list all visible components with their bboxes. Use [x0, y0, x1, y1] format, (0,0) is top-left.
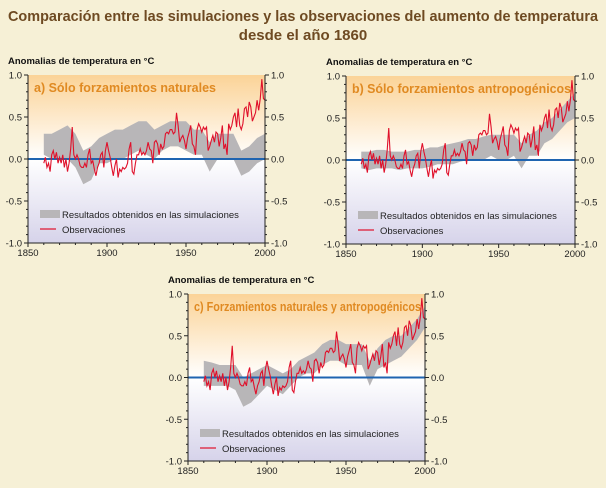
- y-tick-label-left: 0.0: [169, 373, 182, 384]
- observations-line: [43, 79, 266, 178]
- panel-c: Anomalias de temperatura en °C 1.0 1.0 0.5 0…: [166, 275, 448, 477]
- y-tick-label-right: 0.5: [431, 331, 444, 342]
- y-tick-label-left: 0.5: [9, 113, 22, 124]
- legend-observations-label: Observaciones: [62, 225, 126, 236]
- y-axis-label: Anomalias de temperatura en °C: [8, 56, 154, 67]
- y-tick-label-right: -1.0: [431, 457, 447, 468]
- y-tick-label-right: 1.0: [431, 290, 444, 301]
- y-tick-label-right: -0.5: [431, 415, 447, 426]
- y-tick-label-left: -1.0: [324, 240, 340, 251]
- x-tick-label: 1850: [17, 248, 38, 259]
- y-tick-label-right: 0.0: [431, 373, 444, 384]
- legend-simulations-label: Resultados obtenidos en las simulaciones: [62, 210, 239, 221]
- y-tick-label-right: 0.5: [581, 114, 594, 125]
- y-tick-label-left: -1.0: [6, 239, 22, 250]
- x-tick-label: 1900: [412, 249, 433, 260]
- y-tick-label-left: -0.5: [324, 198, 340, 209]
- legend-simulations-swatch: [200, 429, 220, 437]
- y-tick-label-right: 0.0: [581, 156, 594, 167]
- legend-observations-label: Observaciones: [380, 226, 444, 237]
- y-tick-label-right: 1.0: [271, 71, 284, 82]
- x-tick-label: 1950: [488, 249, 509, 260]
- y-tick-label-left: -1.0: [166, 457, 182, 468]
- observations-line: [203, 298, 426, 396]
- x-tick-label: 1950: [175, 248, 196, 259]
- panel-title: c) Forzamientos naturales y antropogénic…: [194, 300, 421, 314]
- panel-title: b) Sólo forzamientos antropogénicos: [352, 82, 571, 96]
- y-tick-label-left: -0.5: [6, 197, 22, 208]
- y-axis-label: Anomalias de temperatura en °C: [168, 275, 314, 286]
- y-tick-label-left: 0.0: [9, 155, 22, 166]
- x-tick-label: 1900: [256, 466, 277, 477]
- y-tick-label-left: 0.0: [327, 156, 340, 167]
- figure-title-line1: Comparación entre las simulaciones y las…: [8, 8, 599, 25]
- x-tick-label: 2000: [564, 249, 585, 260]
- simulations-band: [361, 92, 575, 171]
- y-tick-label-left: 0.5: [169, 331, 182, 342]
- x-tick-label: 1850: [177, 466, 198, 477]
- y-tick-label-left: 0.5: [327, 114, 340, 125]
- x-tick-label: 2000: [254, 248, 275, 259]
- y-tick-label-left: 1.0: [327, 72, 340, 83]
- x-tick-label: 1850: [335, 249, 356, 260]
- y-tick-label-left: 1.0: [169, 290, 182, 301]
- y-tick-label-right: -0.5: [581, 198, 597, 209]
- panel-title: a) Sólo forzamientos naturales: [34, 81, 216, 95]
- panel-b: Anomalias de temperatura en °C 1.0 1.0 0.5 0…: [324, 57, 598, 260]
- panel-a: Anomalias de temperatura en °C 1.0 1.0 0.5 0…: [6, 56, 288, 259]
- y-tick-label-right: -1.0: [581, 240, 597, 251]
- figure-title-line2: desde el año 1860: [239, 27, 367, 44]
- observations-line: [360, 80, 576, 179]
- x-tick-label: 1900: [96, 248, 117, 259]
- y-tick-label-right: -1.0: [271, 239, 287, 250]
- y-tick-label-left: 1.0: [9, 71, 22, 82]
- x-tick-label: 2000: [414, 466, 435, 477]
- y-axis-label: Anomalias de temperatura en °C: [326, 57, 472, 68]
- simulations-band: [43, 121, 265, 185]
- y-tick-label-right: -0.5: [271, 197, 287, 208]
- y-tick-label-right: 1.0: [581, 72, 594, 83]
- legend-simulations-label: Resultados obtenidos en las simulaciones: [222, 429, 399, 440]
- y-tick-label-right: 0.0: [271, 155, 284, 166]
- y-tick-label-left: -0.5: [166, 415, 182, 426]
- legend-simulations-label: Resultados obtenidos en las simulaciones: [380, 211, 557, 222]
- legend-simulations-swatch: [358, 211, 378, 219]
- y-tick-label-right: 0.5: [271, 113, 284, 124]
- legend-observations-label: Observaciones: [222, 444, 286, 455]
- x-tick-label: 1950: [335, 466, 356, 477]
- legend-simulations-swatch: [40, 210, 60, 218]
